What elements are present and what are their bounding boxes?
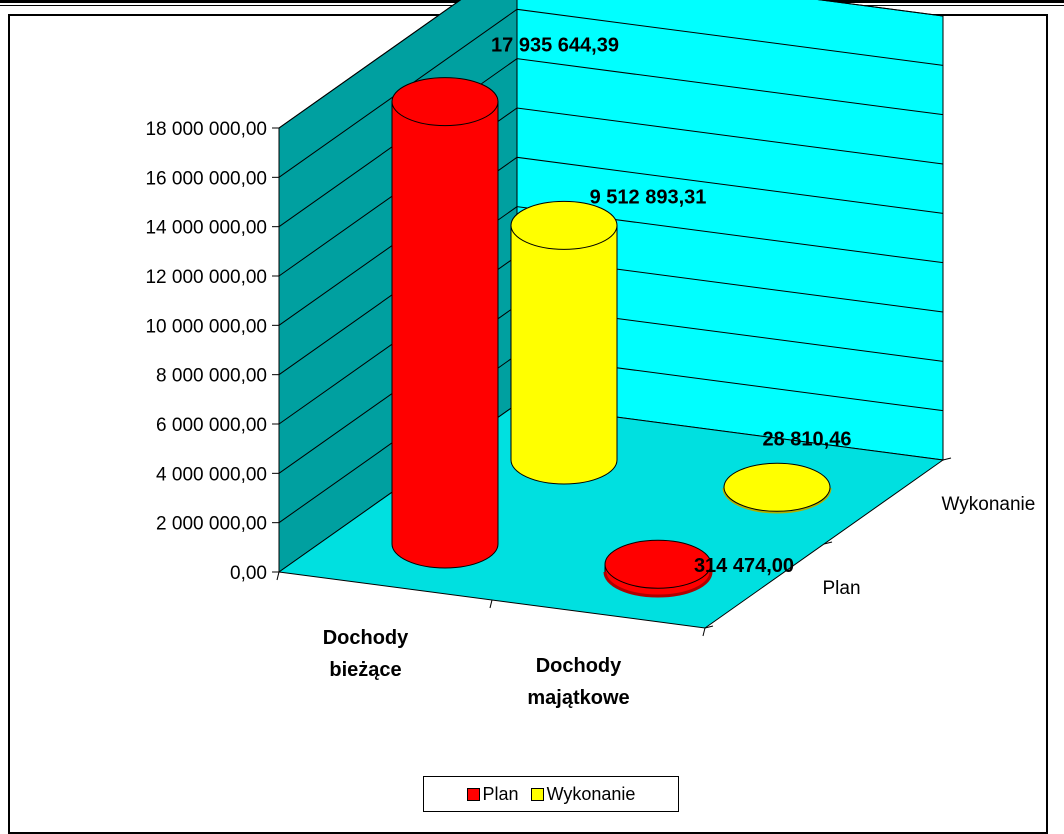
category-label: majątkowe	[527, 687, 629, 709]
gridline	[278, 206, 944, 376]
gridline	[278, 58, 944, 228]
x-tick-mark	[276, 571, 280, 581]
cylinder-top	[723, 462, 831, 512]
y-tick-label: 12 000 000,00	[145, 267, 267, 288]
data-label: 314 474,00	[694, 555, 794, 577]
legend-label-plan: Plan	[482, 783, 519, 804]
legend: Plan Wykonanie	[423, 776, 679, 812]
data-label: 9 512 893,31	[590, 186, 707, 208]
category-label: Dochody	[536, 655, 622, 677]
y-tick-label: 18 000 000,00	[145, 119, 267, 140]
cylinder-top	[391, 77, 499, 127]
legend-swatch-wykonanie	[530, 787, 544, 801]
legend-label-wykonanie: Wykonanie	[546, 783, 636, 804]
x-tick-mark	[489, 599, 493, 609]
y-tick-label: 4 000 000,00	[156, 464, 267, 485]
depth-tick-mark	[823, 541, 833, 545]
legend-item-wykonanie: Wykonanie	[530, 783, 636, 805]
cylinder-top	[510, 200, 618, 250]
cylinder-body	[391, 101, 499, 569]
y-tick-label: 8 000 000,00	[156, 366, 267, 387]
y-tick-label: 16 000 000,00	[145, 168, 267, 189]
gridline	[278, 0, 944, 129]
y-tick-label: 14 000 000,00	[145, 218, 267, 239]
depth-tick-mark	[942, 457, 952, 461]
y-tick-label: 10 000 000,00	[145, 316, 267, 337]
data-label: 17 935 644,39	[491, 35, 619, 57]
gridline	[278, 156, 944, 326]
cylinder-base-edge	[603, 571, 713, 598]
y-tick-label: 0,00	[230, 563, 267, 584]
y-tick-label: 6 000 000,00	[156, 415, 267, 436]
depth-tick-mark	[704, 625, 714, 629]
gridline	[278, 107, 944, 277]
data-label: 28 810,46	[763, 428, 852, 450]
y-tick-label: 2 000 000,00	[156, 514, 267, 535]
category-label: Dochody	[323, 627, 409, 649]
legend-swatch-plan	[466, 787, 480, 801]
category-label: bieżące	[329, 659, 401, 681]
legend-item-plan: Plan	[466, 783, 519, 805]
x-tick-mark	[702, 627, 706, 637]
depth-axis-label: Plan	[823, 578, 861, 599]
gridline	[278, 8, 944, 178]
cylinder-top	[604, 539, 712, 589]
depth-axis-label: Wykonanie	[942, 494, 1036, 515]
cylinder-body	[510, 224, 618, 485]
